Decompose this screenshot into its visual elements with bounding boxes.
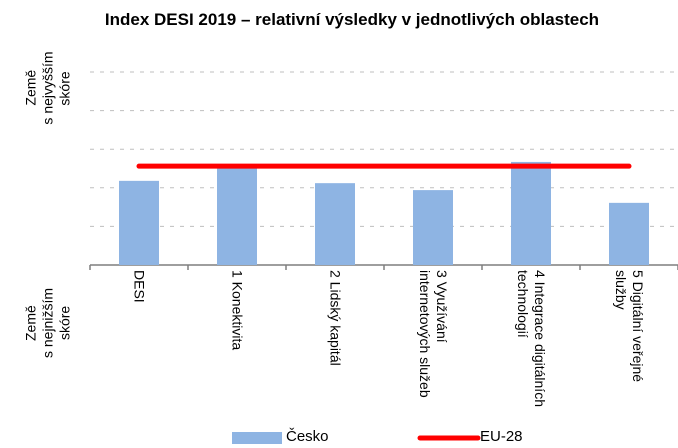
x-tick-label: 4 Integrace digitálních technologií	[514, 270, 548, 410]
legend-text: Česko	[286, 428, 329, 445]
chart-title: Index DESI 2019 – relativní výsledky v j…	[104, 10, 600, 29]
y-axis-label-line: Země	[22, 70, 39, 106]
x-tick-label: 3 Využívání internetových služeb	[416, 270, 450, 410]
legend-text: EU-28	[480, 428, 523, 445]
legend-swatch	[232, 432, 282, 444]
bar	[511, 161, 551, 265]
category-text: 3 Využívání internetových služeb	[417, 270, 450, 398]
category-text: DESI	[131, 270, 148, 303]
y-axis-label-line: s nejvyšším	[39, 51, 56, 125]
y-axis-label: Země s nejvyšším skóre	[23, 51, 74, 124]
bar	[217, 168, 257, 265]
category-text: 1 Konektivita	[229, 270, 246, 351]
y-axis-label-line: Země	[22, 305, 39, 341]
bar	[413, 190, 453, 265]
category-text: 2 Lidský kapitál	[327, 270, 344, 366]
bar	[315, 183, 355, 265]
x-tick-label: 5 Digitální veřejné služby	[612, 270, 646, 410]
x-tick-label: 2 Lidský kapitál	[327, 270, 344, 410]
bar	[119, 180, 159, 265]
x-tick-label: 1 Konektivita	[229, 270, 246, 410]
y-axis-label-line: skóre	[56, 70, 73, 106]
x-tick-label: DESI	[131, 270, 148, 410]
y-axis-label-line: s nejnižším	[39, 287, 56, 359]
y-axis-label: Země s nejnižším skóre	[23, 288, 74, 358]
legend-label: EU-28	[480, 428, 523, 445]
y-axis-label-line: skóre	[56, 305, 73, 341]
category-text: 4 Integrace digitálních technologií	[515, 270, 548, 407]
bar	[609, 202, 649, 265]
legend-label: Česko	[286, 428, 329, 445]
category-text: 5 Digitální veřejné služby	[613, 270, 646, 383]
